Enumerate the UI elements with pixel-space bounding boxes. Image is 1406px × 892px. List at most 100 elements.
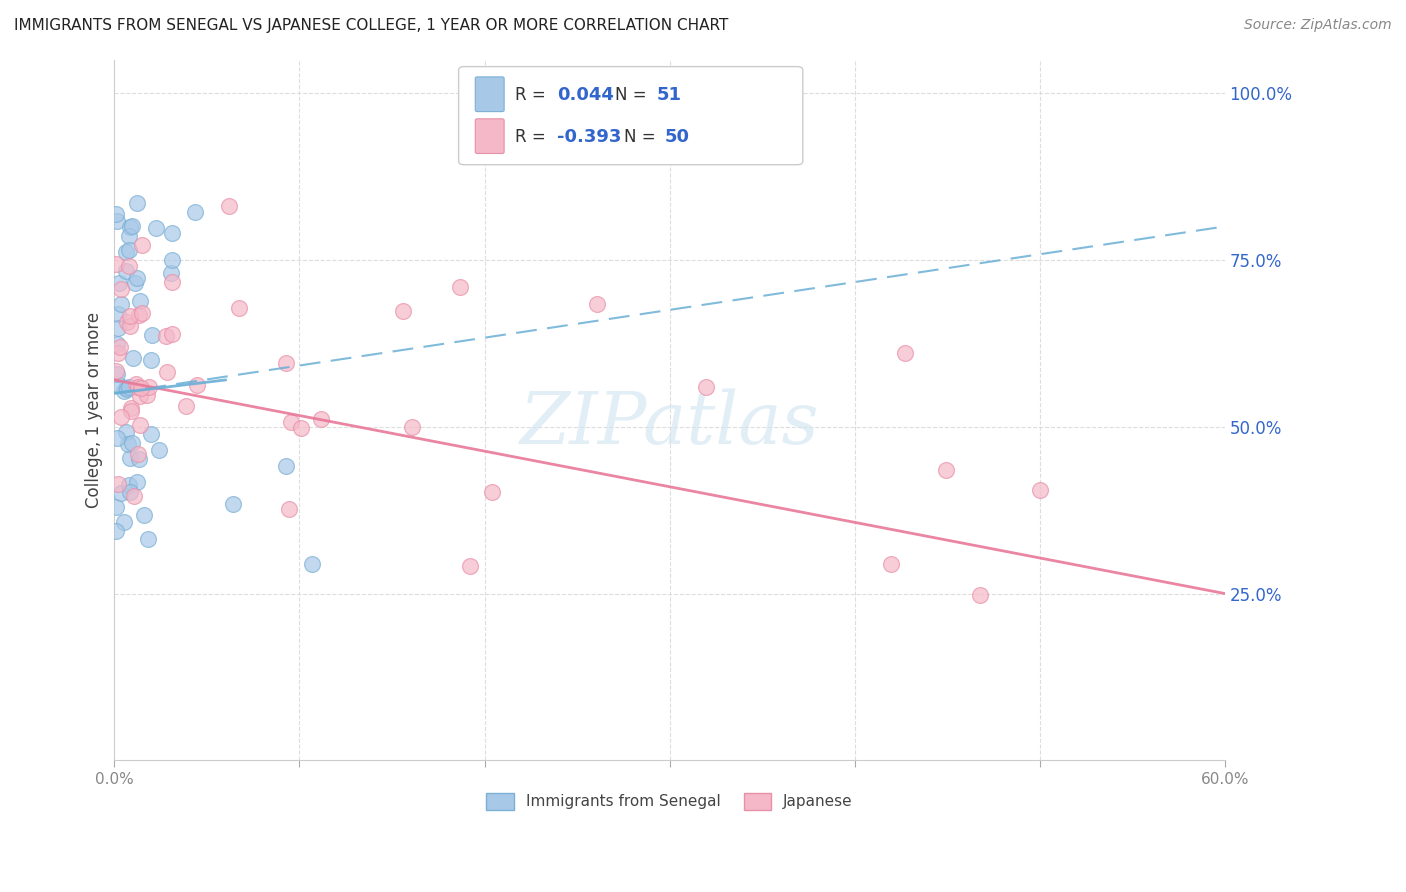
- Point: [132, 508, 155, 523]
- Point: [115, 382, 138, 396]
- Point: [118, 380, 141, 394]
- Point: [118, 220, 141, 235]
- Point: [128, 418, 150, 433]
- Point: [127, 380, 149, 394]
- Point: [160, 226, 183, 240]
- Point: [118, 259, 141, 273]
- Point: [969, 589, 991, 603]
- Point: [162, 275, 184, 289]
- Point: [107, 476, 129, 491]
- Point: [138, 380, 160, 394]
- Point: [228, 301, 250, 315]
- Point: [141, 427, 163, 442]
- Point: [274, 355, 297, 369]
- Point: [110, 486, 132, 500]
- Point: [105, 207, 128, 221]
- Point: [125, 377, 148, 392]
- Point: [274, 459, 297, 474]
- Point: [120, 310, 142, 324]
- Point: [935, 463, 957, 477]
- Point: [139, 353, 162, 368]
- Point: [162, 253, 184, 268]
- Point: [110, 409, 132, 424]
- Point: [107, 276, 129, 290]
- Point: [278, 502, 301, 516]
- Point: [105, 257, 128, 271]
- Point: [695, 380, 717, 394]
- Point: [121, 436, 143, 450]
- Point: [160, 266, 183, 280]
- Point: [481, 484, 503, 499]
- Text: 0.044: 0.044: [557, 86, 614, 103]
- Text: 51: 51: [657, 86, 682, 103]
- Point: [105, 214, 128, 228]
- Text: 50: 50: [665, 128, 690, 145]
- Y-axis label: College, 1 year or more: College, 1 year or more: [86, 312, 103, 508]
- Point: [183, 205, 205, 219]
- Point: [128, 308, 150, 322]
- Point: [121, 219, 143, 233]
- Point: [127, 447, 149, 461]
- Point: [125, 475, 148, 490]
- Point: [107, 378, 129, 392]
- Point: [458, 558, 481, 573]
- Point: [114, 384, 136, 398]
- Point: [449, 280, 471, 294]
- Point: [110, 296, 132, 310]
- Point: [120, 401, 142, 415]
- Point: [135, 388, 157, 402]
- Point: [105, 367, 128, 381]
- Point: [112, 515, 135, 529]
- Point: [145, 220, 167, 235]
- Point: [124, 276, 146, 290]
- Point: [156, 365, 179, 379]
- Point: [107, 345, 129, 359]
- Point: [222, 497, 245, 511]
- Point: [120, 404, 142, 418]
- Point: [105, 524, 128, 539]
- Point: [118, 485, 141, 500]
- Point: [118, 451, 141, 466]
- Point: [128, 452, 150, 467]
- Point: [218, 199, 240, 213]
- Point: [128, 294, 150, 309]
- FancyBboxPatch shape: [458, 67, 803, 165]
- Text: IMMIGRANTS FROM SENEGAL VS JAPANESE COLLEGE, 1 YEAR OR MORE CORRELATION CHART: IMMIGRANTS FROM SENEGAL VS JAPANESE COLL…: [14, 18, 728, 33]
- Point: [114, 381, 136, 395]
- Point: [894, 346, 917, 360]
- Point: [115, 425, 138, 439]
- Point: [105, 500, 128, 515]
- Text: -0.393: -0.393: [557, 128, 621, 145]
- Point: [162, 327, 184, 342]
- Point: [129, 389, 152, 403]
- Point: [115, 263, 138, 277]
- Point: [127, 196, 149, 211]
- Point: [290, 420, 312, 434]
- Point: [138, 532, 160, 546]
- Point: [108, 340, 131, 354]
- Point: [131, 306, 153, 320]
- Point: [585, 296, 607, 310]
- FancyBboxPatch shape: [475, 77, 505, 112]
- Legend: Immigrants from Senegal, Japanese: Immigrants from Senegal, Japanese: [479, 787, 859, 816]
- FancyBboxPatch shape: [475, 119, 505, 153]
- Text: R =: R =: [515, 128, 551, 145]
- Point: [155, 329, 177, 343]
- Point: [105, 431, 128, 445]
- Point: [107, 321, 129, 335]
- Point: [120, 319, 142, 334]
- Point: [105, 337, 128, 351]
- Point: [131, 238, 153, 252]
- Text: Source: ZipAtlas.com: Source: ZipAtlas.com: [1244, 18, 1392, 32]
- Point: [392, 304, 415, 318]
- Point: [127, 270, 149, 285]
- Point: [110, 282, 132, 296]
- Point: [105, 363, 128, 377]
- Point: [148, 443, 170, 458]
- Point: [121, 351, 143, 366]
- Point: [122, 489, 145, 503]
- Point: [311, 412, 333, 426]
- Point: [186, 378, 208, 392]
- Point: [129, 381, 152, 395]
- Point: [118, 229, 141, 244]
